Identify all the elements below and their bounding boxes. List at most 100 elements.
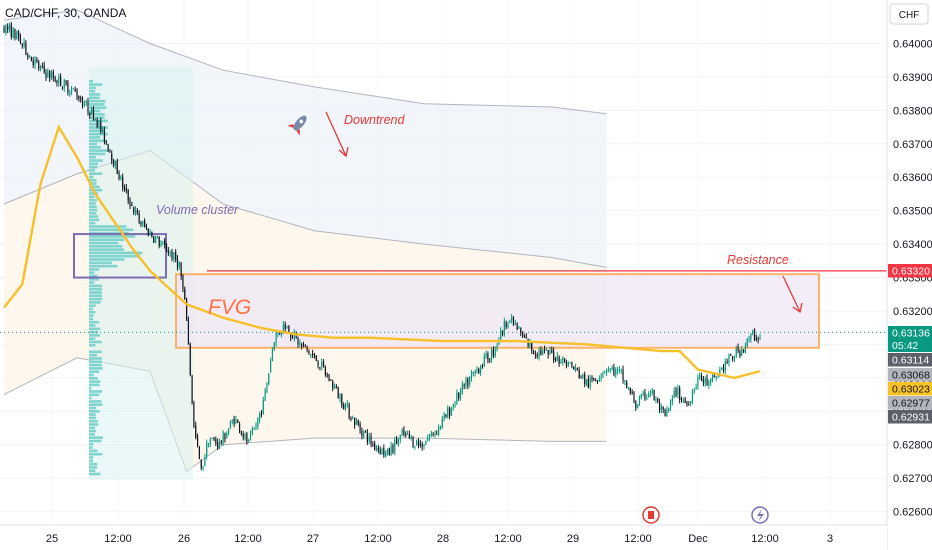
candle-body	[207, 443, 210, 445]
candle-body	[233, 418, 235, 424]
candle-body	[580, 377, 582, 379]
candle-body	[198, 447, 200, 460]
candle-body	[604, 372, 606, 374]
candle-body	[615, 369, 617, 376]
profile-bar	[89, 456, 94, 459]
candle-body	[187, 319, 190, 345]
candle-body	[123, 187, 126, 189]
profile-bar	[89, 185, 100, 189]
price-tick-label: 0.63400	[893, 239, 932, 251]
price-tick-labels: 0.64000 0.63900 0.63800 0.63700 0.63600 0.635…	[893, 38, 932, 518]
profile-bar	[89, 350, 102, 354]
candle-body	[178, 262, 180, 268]
candle-body	[448, 408, 451, 416]
candle-body	[399, 434, 401, 440]
candle-body	[70, 89, 73, 93]
candle-body	[370, 435, 372, 445]
candle-body	[753, 330, 756, 339]
candle-body	[374, 443, 376, 450]
candle-body	[408, 434, 410, 439]
candle-body	[607, 369, 610, 372]
candle-body	[565, 362, 568, 366]
candle-body	[359, 423, 361, 430]
candle-body	[249, 434, 252, 440]
candle-body	[571, 362, 573, 366]
profile-bar	[89, 113, 105, 116]
price-tag-label: 0.63068	[892, 370, 930, 382]
candle-body	[637, 404, 639, 408]
candle-body	[638, 397, 641, 405]
candle-body	[662, 406, 664, 410]
candle-body	[175, 251, 177, 260]
candle-body	[401, 429, 403, 434]
profile-bar	[89, 93, 101, 96]
candle-body	[532, 351, 535, 354]
currency-button[interactable]	[889, 3, 929, 25]
candle-body	[679, 388, 681, 401]
profile-bar	[89, 406, 97, 410]
candle-body	[184, 288, 186, 300]
candle-body	[224, 433, 226, 440]
price-tag-bg	[888, 264, 932, 278]
candle-body	[131, 205, 133, 207]
candle-body	[436, 433, 438, 435]
profile-bar	[89, 337, 96, 340]
candle-body	[56, 80, 58, 83]
time-tick-label: 28	[437, 533, 449, 545]
candle-body	[67, 82, 69, 93]
profile-bar	[89, 278, 99, 281]
candle-body	[598, 378, 600, 382]
price-tag-bg	[888, 410, 932, 424]
candle-body	[713, 375, 715, 377]
profile-bar	[89, 264, 118, 268]
time-axis-bg	[0, 525, 887, 550]
candle-body	[138, 213, 140, 223]
annotations[interactable]: FVG Downtrend Volume cluster Resistance	[156, 111, 803, 524]
profile-bar	[89, 363, 102, 367]
candle-body	[416, 440, 418, 446]
candle-body	[573, 366, 575, 370]
annotation-downtrend: Downtrend	[344, 113, 405, 127]
candle-body	[430, 432, 432, 436]
profile-bar	[89, 423, 99, 426]
profile-bar	[89, 274, 98, 278]
candle-body	[279, 332, 281, 334]
volume-cluster-box	[73, 233, 167, 279]
candle-body	[655, 399, 657, 401]
candle-body	[518, 327, 520, 329]
candle-body	[317, 362, 319, 366]
profile-bar	[89, 221, 96, 225]
candle-body	[454, 404, 456, 406]
profile-bar	[89, 314, 94, 317]
profile-bar	[89, 291, 102, 294]
candle-body	[600, 376, 602, 378]
candle-body	[302, 345, 305, 347]
candle-body	[545, 348, 547, 351]
candle-body	[721, 367, 723, 369]
candle-body	[375, 448, 378, 451]
candle-body	[490, 349, 493, 360]
candle-body	[304, 346, 306, 348]
candle-body	[397, 439, 400, 446]
profile-bar	[89, 360, 103, 364]
candle-body	[142, 221, 144, 225]
candle-body	[312, 353, 314, 356]
price-tick-label: 0.63900	[893, 72, 932, 84]
ma-line	[3, 124, 761, 380]
candle-body	[602, 373, 604, 378]
candle-body	[107, 144, 109, 151]
profile-bar	[89, 83, 103, 86]
time-axis[interactable]: 25 12:00 26 12:00 27 12:00 28 12:00 29 12:00 Dec 12…	[0, 524, 887, 550]
candle-body	[487, 353, 489, 361]
profile-bar	[89, 132, 108, 136]
candle-body	[251, 429, 253, 434]
candle-body	[673, 390, 675, 398]
candle-body	[257, 418, 259, 427]
candle-body	[739, 350, 741, 357]
profile-bar	[89, 218, 100, 222]
candle-body	[512, 317, 515, 326]
candle-body	[3, 27, 5, 33]
